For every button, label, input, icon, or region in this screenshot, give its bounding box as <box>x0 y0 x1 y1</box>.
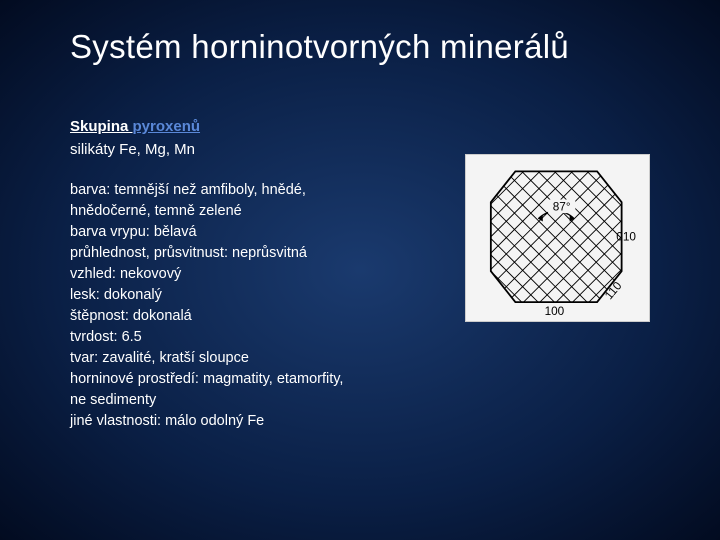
svg-text:100: 100 <box>545 304 565 318</box>
crystal-diagram: 87° 010 110 100 <box>465 154 650 322</box>
property-line: jiné vlastnosti: málo odolný Fe <box>70 411 670 432</box>
svg-text:110: 110 <box>602 278 625 302</box>
property-line: ne sedimenty <box>70 390 670 411</box>
subtitle-link[interactable]: pyroxenů <box>133 118 201 135</box>
property-line: tvar: zavalité, kratší sloupce <box>70 348 670 369</box>
subtitle-prefix: Skupina <box>70 118 133 135</box>
property-line: horninové prostředí: magmatity, etamorfi… <box>70 369 670 390</box>
svg-text:010: 010 <box>616 229 636 243</box>
group-subtitle: Skupina pyroxenů <box>70 118 670 135</box>
slide-title: Systém horninotvorných minerálů <box>70 28 670 66</box>
svg-text:87°: 87° <box>553 199 571 213</box>
property-line: tvrdost: 6.5 <box>70 327 670 348</box>
